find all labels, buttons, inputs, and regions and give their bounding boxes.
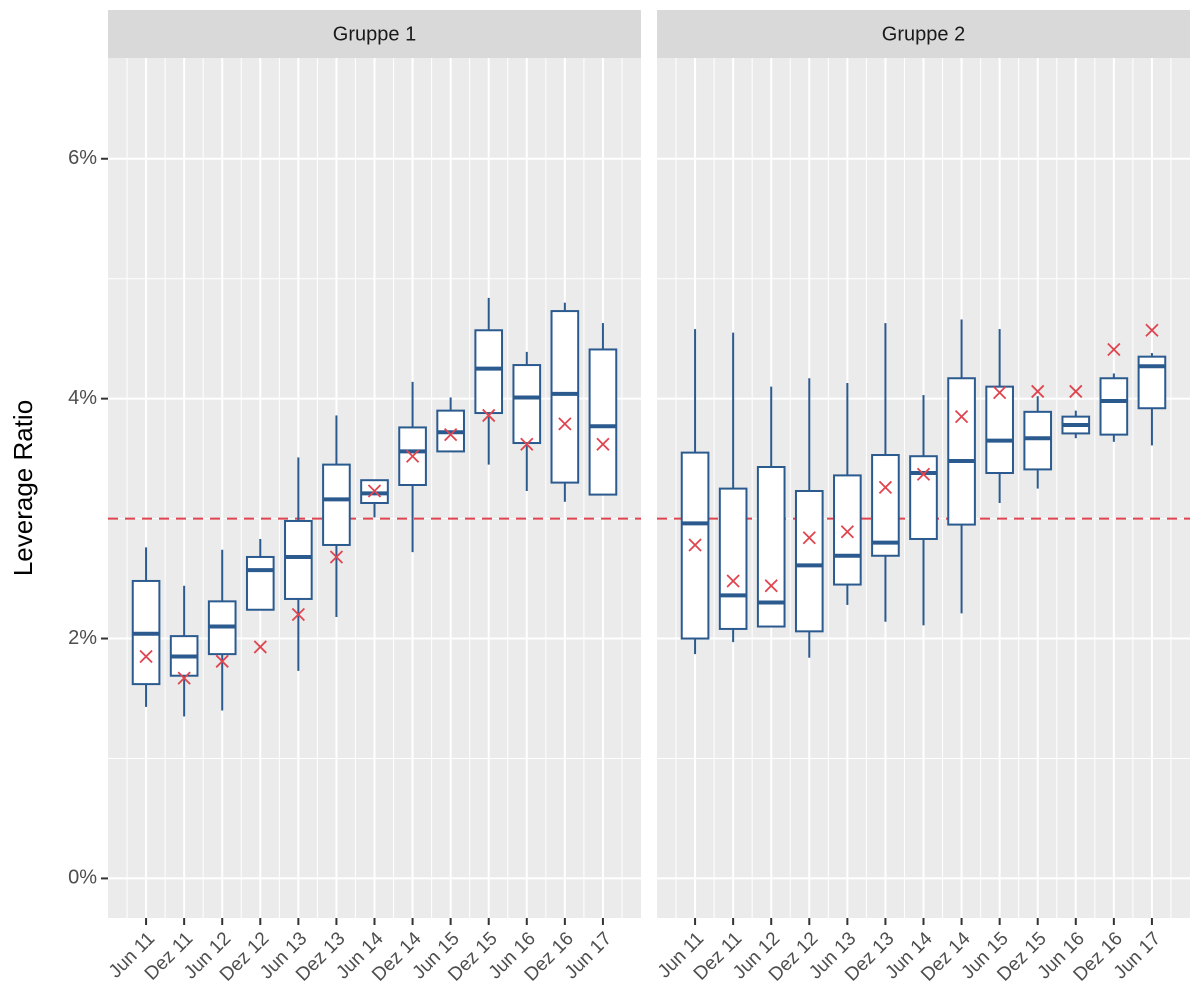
facet-title: Gruppe 1 <box>333 23 416 45</box>
y-tick-label: 2% <box>68 627 97 649</box>
box <box>588 348 618 496</box>
mean-marker <box>291 607 305 622</box>
mean-marker <box>1107 342 1121 357</box>
box <box>718 487 748 630</box>
box <box>1023 410 1053 471</box>
strip <box>657 10 1190 58</box>
box <box>245 555 275 611</box>
y-tick-label: 4% <box>68 387 97 409</box>
mean-marker <box>688 538 702 552</box>
facet-title: Gruppe 2 <box>882 23 965 45</box>
mean-marker <box>482 408 496 423</box>
box <box>985 385 1014 475</box>
box <box>947 377 976 526</box>
mean-marker <box>726 574 740 588</box>
y-tick-label: 6% <box>68 147 97 169</box>
box <box>512 364 542 445</box>
strip <box>108 10 641 58</box>
mean-marker <box>253 640 267 654</box>
mean-marker <box>764 579 778 593</box>
mean-marker <box>916 467 931 481</box>
mean-marker <box>1069 384 1083 399</box>
mean-marker <box>802 531 816 545</box>
y-tick-label: 0% <box>68 867 97 889</box>
mean-marker <box>367 484 382 498</box>
mean-marker <box>177 671 191 685</box>
mean-marker <box>139 649 153 664</box>
mean-marker <box>329 550 344 564</box>
y-axis-title: Leverage Ratio <box>8 400 38 576</box>
mean-marker <box>993 386 1007 400</box>
mean-marker <box>1145 323 1159 337</box>
box <box>322 463 351 546</box>
box <box>550 310 580 484</box>
box <box>833 474 862 586</box>
mean-marker <box>596 437 610 451</box>
mean-marker <box>558 417 572 431</box>
box <box>1099 377 1129 436</box>
box <box>871 454 900 557</box>
box <box>909 455 938 540</box>
box <box>474 329 504 415</box>
box <box>756 466 786 628</box>
mean-marker <box>520 437 534 451</box>
box <box>794 489 824 633</box>
mean-marker <box>1031 384 1045 399</box>
mean-marker <box>444 427 458 442</box>
box <box>284 519 313 600</box>
mean-marker <box>840 525 854 539</box>
mean-marker <box>405 449 420 463</box>
mean-marker <box>954 409 969 424</box>
mean-marker <box>215 654 229 668</box>
mean-marker <box>878 480 893 495</box>
